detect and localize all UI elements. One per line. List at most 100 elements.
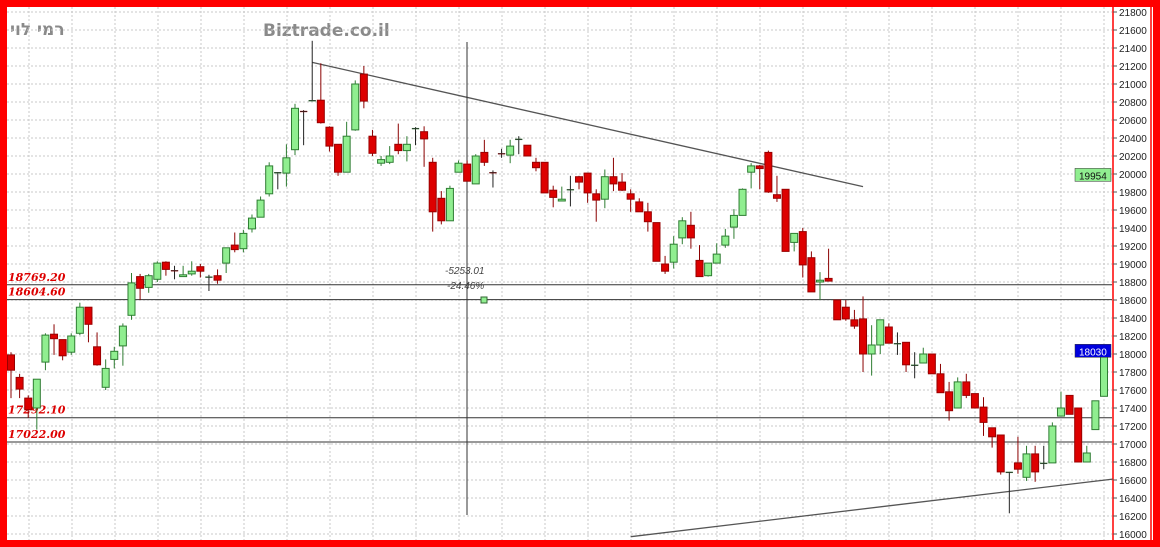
candle-down [497, 153, 506, 155]
candle-down [962, 381, 971, 396]
candle-down [161, 261, 170, 270]
y-tick-label: 19200 [1119, 242, 1147, 253]
candle-down [1065, 394, 1074, 415]
candle-down [626, 193, 635, 200]
candle-up [32, 378, 41, 409]
y-tick-label: 21800 [1119, 8, 1147, 19]
candle-down [609, 176, 618, 185]
candle-up [867, 344, 876, 355]
candle-up [471, 155, 480, 185]
candle-down [523, 144, 532, 157]
candle-up [600, 176, 609, 200]
candle-down [394, 143, 403, 152]
candle-up [118, 325, 127, 347]
candle-up [919, 353, 928, 364]
candle-up [747, 165, 756, 173]
candle-up [205, 276, 213, 278]
candle-down [583, 172, 592, 194]
y-tick-label: 18400 [1119, 314, 1147, 325]
measure-change: -5253.01 [445, 266, 484, 277]
y-tick-label: 17000 [1119, 440, 1147, 451]
candle-down [1031, 453, 1040, 473]
candle-up [222, 247, 231, 264]
candle-down [58, 339, 67, 357]
candle-up [67, 335, 76, 353]
candle-down [772, 194, 781, 199]
candle-up [678, 220, 687, 239]
chart-frame [7, 7, 1153, 540]
y-tick-label: 21400 [1119, 44, 1147, 55]
candle-down [643, 211, 652, 223]
candle-up [239, 232, 248, 250]
candle-down [299, 110, 308, 113]
y-tick-label: 16200 [1119, 512, 1147, 523]
candle-down [316, 99, 325, 124]
candle-up [721, 235, 730, 246]
candle-up [110, 350, 119, 360]
candle-up [1040, 462, 1048, 465]
candle-down [755, 165, 764, 170]
candle-up [669, 243, 678, 263]
trendline [630, 478, 1113, 538]
measure-handle [480, 296, 488, 304]
candle-down [652, 222, 661, 262]
candle-up [41, 334, 50, 363]
candle-up [274, 172, 282, 174]
candle-down [24, 397, 33, 411]
candle-down [420, 131, 429, 140]
candle-down [93, 346, 102, 366]
candle-up [1056, 407, 1065, 417]
candle-up [790, 232, 799, 243]
candle-up [247, 217, 256, 230]
candle-down [213, 275, 222, 281]
y-tick-label: 17800 [1119, 368, 1147, 379]
candle-up [557, 198, 566, 202]
y-tick-label: 20200 [1119, 152, 1147, 163]
candle-up [351, 83, 360, 131]
candle-down [196, 266, 205, 272]
candle-down [170, 270, 179, 272]
candle-up [256, 199, 265, 218]
candle-up [153, 262, 162, 280]
y-tick-label: 20000 [1119, 170, 1147, 181]
candle-up [127, 282, 136, 316]
site-watermark: Biztrade.co.il [263, 21, 390, 41]
candle-up [75, 306, 84, 334]
y-tick-label: 20800 [1119, 98, 1147, 109]
candle-down [781, 188, 790, 252]
candle-down [359, 73, 368, 102]
candle-up [712, 253, 721, 264]
y-tick-label: 21000 [1119, 80, 1147, 91]
y-tick-label: 16000 [1119, 530, 1147, 541]
candle-down [1074, 407, 1083, 463]
candle-down [686, 224, 695, 239]
candle-up [738, 188, 747, 216]
candle-down [764, 151, 773, 193]
level-label: 18769.20 [8, 271, 66, 284]
candle-down [549, 189, 558, 198]
level-label: 17022.00 [8, 428, 66, 441]
y-tick-label: 18200 [1119, 332, 1147, 343]
author-watermark: רמי לוי [10, 20, 65, 40]
candle-up [1022, 453, 1031, 478]
candle-up [1048, 425, 1057, 464]
y-tick-label: 17200 [1119, 422, 1147, 433]
price-tag [1074, 168, 1112, 182]
candle-down [798, 231, 807, 266]
candle-up [385, 155, 394, 163]
candle-up [815, 279, 824, 283]
candle-up [101, 367, 110, 388]
price-tag [1074, 344, 1112, 358]
candle-up [291, 107, 300, 151]
price-tag-label: 18030 [1079, 347, 1107, 358]
y-tick-label: 21200 [1119, 62, 1147, 73]
candle-down [695, 259, 704, 278]
candle-up [515, 138, 523, 141]
candle-up [893, 343, 902, 345]
candle-down [531, 161, 540, 169]
candle-down [661, 263, 670, 272]
candle-down [480, 151, 489, 163]
candle-down [850, 319, 859, 327]
candle-down [325, 126, 334, 147]
